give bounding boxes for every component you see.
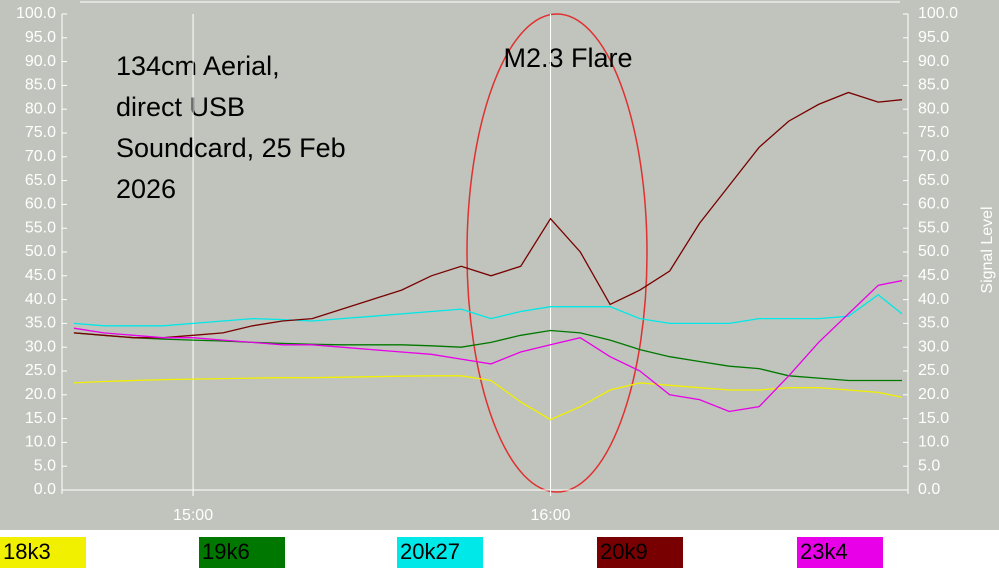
- y-tick-label: 85.0: [25, 77, 56, 94]
- x-tick-label: 15:00: [173, 507, 213, 524]
- y2-tick-label: 55.0: [918, 219, 949, 236]
- y2-tick-label: 20.0: [918, 386, 949, 403]
- legend-swatch: [397, 537, 483, 568]
- y-tick-label: 60.0: [25, 196, 56, 213]
- legend-swatch: [199, 537, 285, 568]
- y2-tick-label: 60.0: [918, 196, 949, 213]
- series-line: [73, 329, 902, 382]
- y2-tick-label: 95.0: [918, 29, 949, 46]
- legend-label: 20k27: [400, 539, 460, 564]
- flare-ellipse: [466, 13, 648, 493]
- y-tick-label: 50.0: [25, 243, 56, 260]
- y2-tick-label: 5.0: [918, 457, 940, 474]
- flare-label: M2.3 Flare: [503, 43, 632, 73]
- y2-tick-label: 90.0: [918, 53, 949, 70]
- legend-swatch: [597, 537, 683, 568]
- y2-tick-label: 50.0: [918, 243, 949, 260]
- y2-tick-label: 35.0: [918, 315, 949, 332]
- annotation-line: Soundcard, 25 Feb: [116, 133, 346, 163]
- y-tick-label: 45.0: [25, 267, 56, 284]
- legend-swatch: [0, 537, 86, 568]
- annotation-line: 134cm Aerial,: [116, 51, 280, 81]
- legend-label: 19k6: [202, 539, 250, 564]
- y2-tick-label: 40.0: [918, 291, 949, 308]
- y2-tick-label: 75.0: [918, 124, 949, 141]
- legend-label: 18k3: [3, 539, 51, 564]
- y2-tick-label: 0.0: [918, 481, 940, 498]
- y-tick-label: 30.0: [25, 338, 56, 355]
- y-tick-label: 5.0: [34, 457, 56, 474]
- legend-label: 20k9: [600, 539, 648, 564]
- y-tick-label: 70.0: [25, 148, 56, 165]
- x-tick-label: 16:00: [531, 507, 571, 524]
- y2-axis-label: Signal Level: [979, 206, 996, 293]
- annotation-line: direct USB: [116, 92, 245, 122]
- y-tick-label: 25.0: [25, 362, 56, 379]
- y-tick-label: 55.0: [25, 219, 56, 236]
- background: [0, 0, 999, 530]
- y2-tick-label: 85.0: [918, 77, 949, 94]
- y-tick-label: 10.0: [25, 434, 56, 451]
- y-tick-label: 100.0: [16, 5, 56, 22]
- series-line: [73, 279, 903, 413]
- y2-tick-label: 100.0: [918, 5, 958, 22]
- y-tick-label: 95.0: [25, 29, 56, 46]
- y-tick-label: 0.0: [34, 481, 56, 498]
- y-tick-label: 75.0: [25, 124, 56, 141]
- y2-tick-label: 25.0: [918, 362, 949, 379]
- y2-tick-label: 70.0: [918, 148, 949, 165]
- y-tick-label: 90.0: [25, 53, 56, 70]
- y2-tick-label: 30.0: [918, 338, 949, 355]
- annotation: 134cm Aerial, direct USB Soundcard, 25 Feb…: [116, 51, 346, 204]
- y2-tick-label: 65.0: [918, 172, 949, 189]
- annotation-line: 2026: [116, 174, 176, 204]
- y2-tick-label: 80.0: [918, 100, 949, 117]
- legend-swatch: [797, 537, 883, 568]
- y-tick-label: 35.0: [25, 315, 56, 332]
- y2-tick-label: 45.0: [918, 267, 949, 284]
- y-tick-label: 40.0: [25, 291, 56, 308]
- legend-label: 23k4: [800, 539, 848, 564]
- y-tick-label: 20.0: [25, 386, 56, 403]
- series-line: [73, 91, 903, 339]
- y-tick-label: 65.0: [25, 172, 56, 189]
- y2-tick-label: 15.0: [918, 410, 949, 427]
- y2-tick-label: 10.0: [918, 434, 949, 451]
- y-tick-label: 80.0: [25, 100, 56, 117]
- series-line: [73, 293, 903, 327]
- series-line: [73, 375, 903, 421]
- y-tick-label: 15.0: [25, 410, 56, 427]
